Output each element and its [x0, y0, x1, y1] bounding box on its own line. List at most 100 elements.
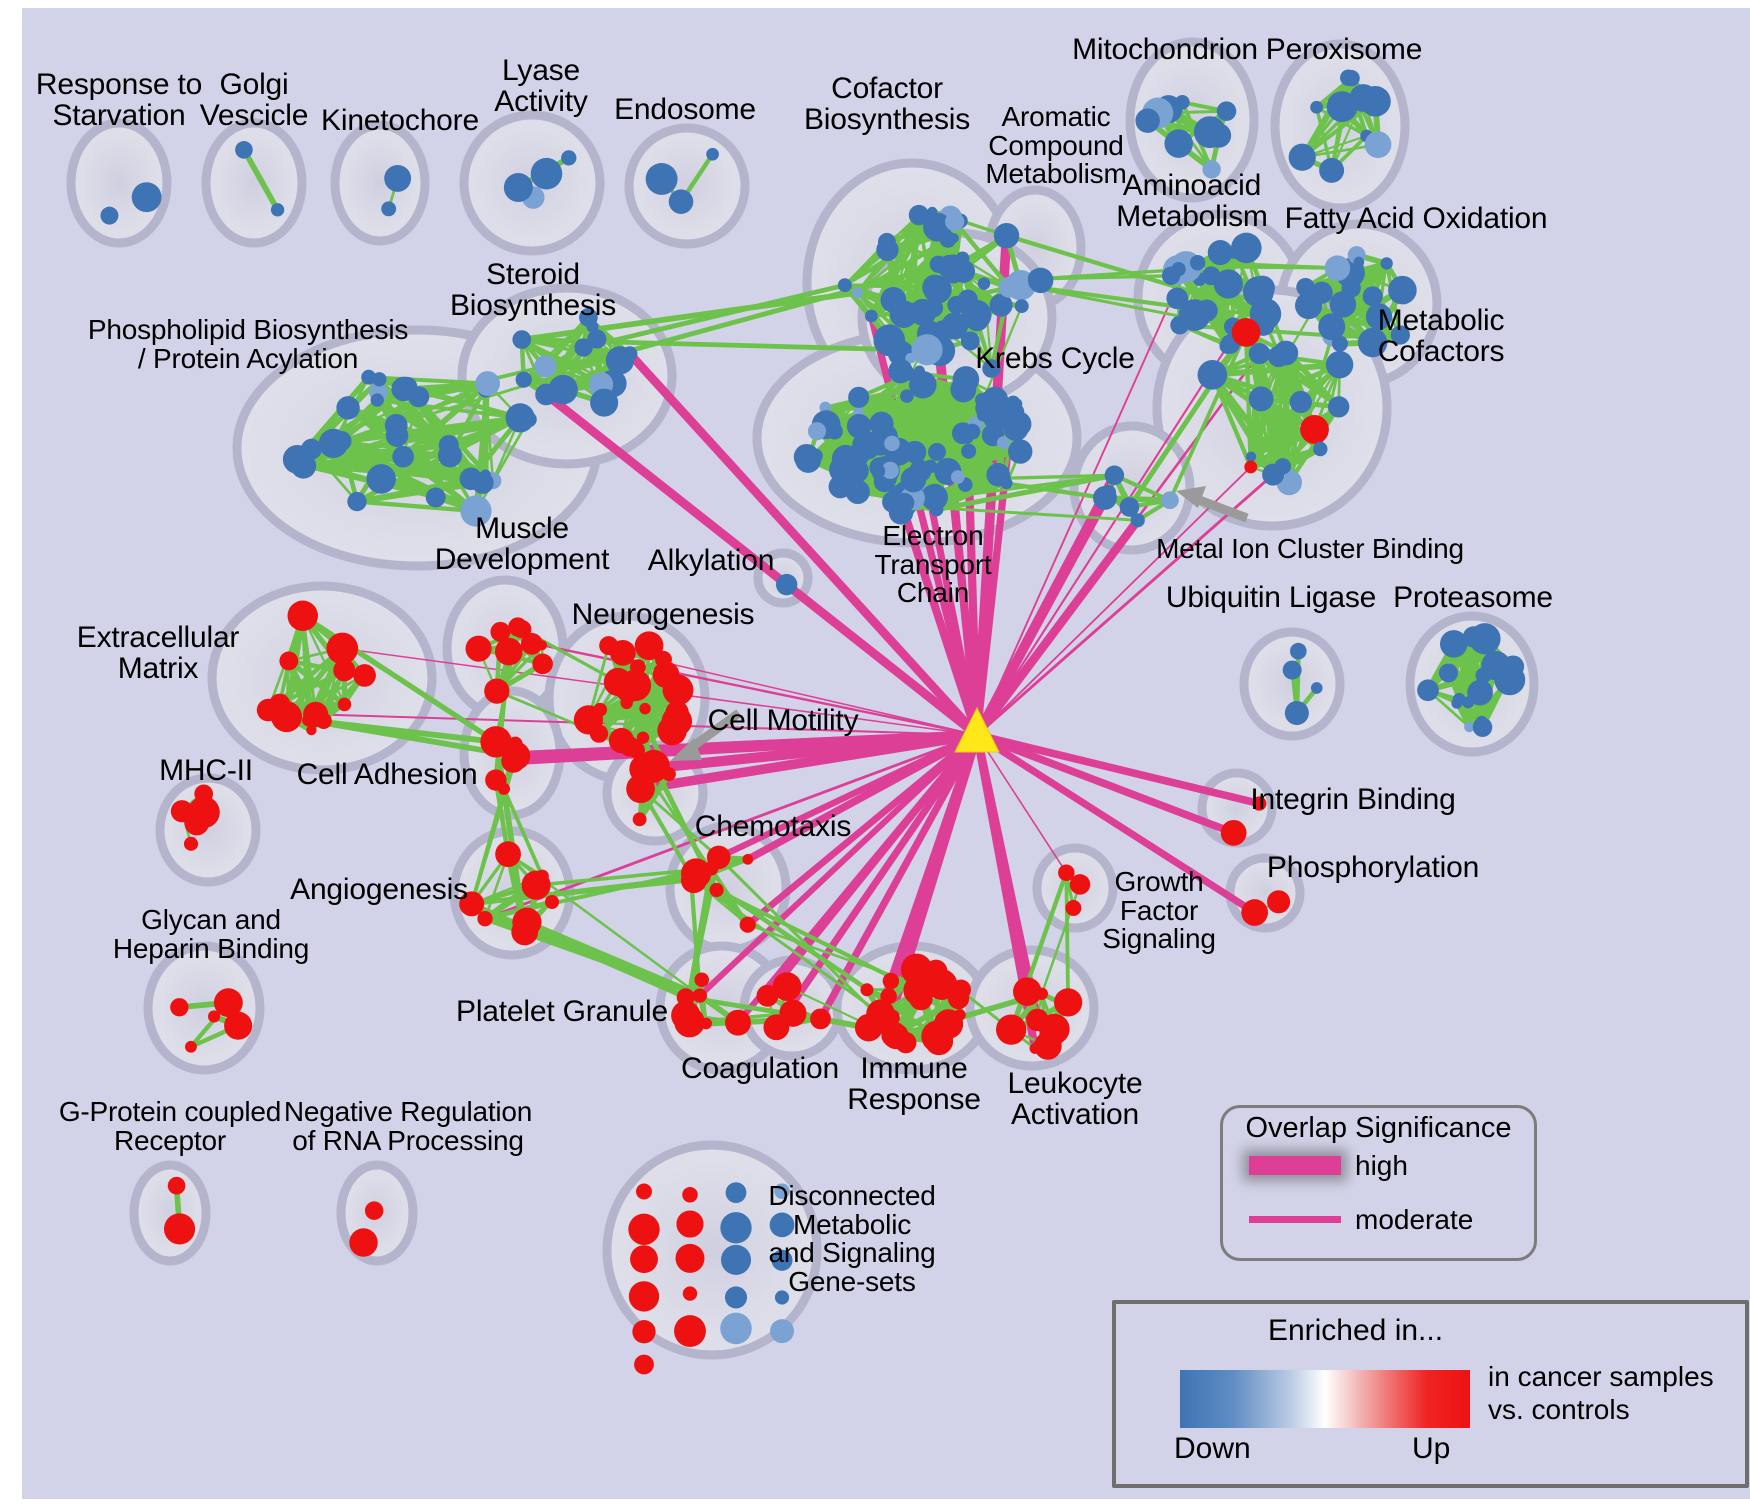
- gene-set-node[interactable]: [692, 988, 708, 1003]
- gene-set-node[interactable]: [501, 741, 531, 771]
- gene-set-node[interactable]: [1219, 337, 1236, 355]
- gene-set-node[interactable]: [270, 203, 285, 217]
- gene-set-node[interactable]: [884, 435, 900, 452]
- gene-set-node[interactable]: [396, 376, 418, 398]
- gene-set-node[interactable]: [864, 309, 878, 323]
- gene-set-node[interactable]: [480, 469, 491, 480]
- gene-set-node[interactable]: [996, 436, 1011, 450]
- gene-set-node[interactable]: [1029, 1042, 1041, 1054]
- gene-set-node[interactable]: [100, 206, 119, 225]
- gene-set-node[interactable]: [1104, 465, 1125, 486]
- gene-set-node[interactable]: [392, 445, 415, 468]
- gene-set-node[interactable]: [1058, 864, 1075, 881]
- gene-set-node[interactable]: [494, 637, 523, 666]
- gene-set-node[interactable]: [634, 1354, 654, 1375]
- gene-set-node[interactable]: [336, 396, 360, 420]
- gene-set-node[interactable]: [909, 370, 937, 399]
- gene-set-node[interactable]: [381, 201, 397, 217]
- gene-set-node[interactable]: [1178, 299, 1211, 331]
- gene-set-node[interactable]: [636, 1183, 652, 1200]
- gene-set-node[interactable]: [911, 334, 943, 366]
- gene-set-node[interactable]: [532, 653, 553, 675]
- gene-set-node[interactable]: [213, 988, 243, 1018]
- gene-set-node[interactable]: [1313, 441, 1328, 457]
- gene-set-node[interactable]: [900, 466, 927, 493]
- gene-set-node[interactable]: [1353, 256, 1365, 268]
- gene-set-node[interactable]: [370, 393, 384, 407]
- gene-set-node[interactable]: [1343, 69, 1360, 87]
- gene-set-node[interactable]: [881, 461, 899, 480]
- gene-set-node[interactable]: [425, 487, 446, 508]
- gene-set-node[interactable]: [1365, 303, 1393, 330]
- gene-set-node[interactable]: [183, 836, 199, 851]
- gene-set-node[interactable]: [131, 182, 162, 213]
- gene-set-node[interactable]: [903, 975, 933, 1006]
- gene-set-node[interactable]: [634, 631, 664, 661]
- gene-set-node[interactable]: [170, 998, 189, 1017]
- gene-set-node[interactable]: [632, 1320, 656, 1344]
- gene-set-node[interactable]: [1248, 386, 1274, 412]
- gene-set-node[interactable]: [1310, 281, 1333, 304]
- gene-set-node[interactable]: [977, 277, 991, 290]
- gene-set-node[interactable]: [1328, 396, 1350, 418]
- gene-set-node[interactable]: [1014, 299, 1029, 314]
- gene-set-node[interactable]: [869, 411, 894, 436]
- gene-set-node[interactable]: [945, 212, 965, 232]
- gene-set-node[interactable]: [1166, 287, 1189, 310]
- gene-set-node[interactable]: [951, 422, 974, 445]
- gene-set-node[interactable]: [626, 774, 655, 804]
- gene-set-node[interactable]: [774, 1290, 790, 1305]
- gene-set-node[interactable]: [361, 369, 377, 385]
- gene-set-node[interactable]: [628, 1213, 660, 1246]
- gene-set-node[interactable]: [1175, 95, 1190, 110]
- gene-set-node[interactable]: [1213, 269, 1243, 299]
- gene-set-node[interactable]: [460, 495, 492, 527]
- gene-set-node[interactable]: [909, 298, 937, 326]
- gene-set-node[interactable]: [1069, 874, 1091, 895]
- gene-set-node[interactable]: [882, 490, 904, 513]
- gene-set-node[interactable]: [771, 1249, 793, 1271]
- gene-set-node[interactable]: [877, 232, 896, 251]
- gene-set-node[interactable]: [706, 147, 719, 161]
- gene-set-node[interactable]: [682, 1186, 698, 1203]
- gene-set-node[interactable]: [1249, 298, 1282, 330]
- gene-set-node[interactable]: [1469, 623, 1501, 655]
- gene-set-node[interactable]: [512, 907, 542, 937]
- gene-set-node[interactable]: [903, 440, 927, 464]
- gene-set-node[interactable]: [630, 1245, 658, 1274]
- gene-set-node[interactable]: [986, 389, 1001, 404]
- gene-set-node[interactable]: [1262, 463, 1285, 486]
- gene-set-node[interactable]: [775, 573, 798, 596]
- gene-set-node[interactable]: [1380, 257, 1393, 270]
- gene-set-node[interactable]: [882, 972, 900, 990]
- gene-set-node[interactable]: [579, 308, 598, 327]
- gene-set-node[interactable]: [929, 502, 944, 517]
- gene-set-node[interactable]: [1390, 325, 1410, 345]
- gene-set-node[interactable]: [353, 664, 376, 687]
- gene-set-node[interactable]: [561, 150, 577, 166]
- gene-set-node[interactable]: [1220, 819, 1247, 846]
- gene-set-node[interactable]: [720, 1312, 752, 1345]
- gene-set-node[interactable]: [1164, 129, 1193, 158]
- gene-set-node[interactable]: [1362, 286, 1383, 307]
- gene-set-node[interactable]: [544, 894, 560, 909]
- gene-set-node[interactable]: [1284, 701, 1309, 726]
- gene-set-node[interactable]: [772, 972, 802, 1001]
- gene-set-node[interactable]: [756, 984, 779, 1007]
- gene-set-node[interactable]: [1252, 796, 1267, 811]
- gene-set-node[interactable]: [725, 1182, 747, 1204]
- gene-set-node[interactable]: [832, 450, 851, 469]
- gene-set-node[interactable]: [998, 276, 1020, 298]
- gene-set-node[interactable]: [326, 632, 359, 665]
- gene-set-node[interactable]: [860, 983, 874, 997]
- gene-set-node[interactable]: [366, 464, 397, 494]
- gene-set-node[interactable]: [301, 438, 322, 460]
- gene-set-node[interactable]: [720, 1212, 752, 1244]
- gene-set-node[interactable]: [224, 1011, 253, 1040]
- gene-set-node[interactable]: [709, 882, 724, 898]
- gene-set-node[interactable]: [163, 1213, 196, 1245]
- gene-set-node[interactable]: [921, 483, 948, 511]
- gene-set-node[interactable]: [678, 1016, 691, 1029]
- gene-set-node[interactable]: [866, 999, 895, 1028]
- gene-set-node[interactable]: [927, 442, 946, 461]
